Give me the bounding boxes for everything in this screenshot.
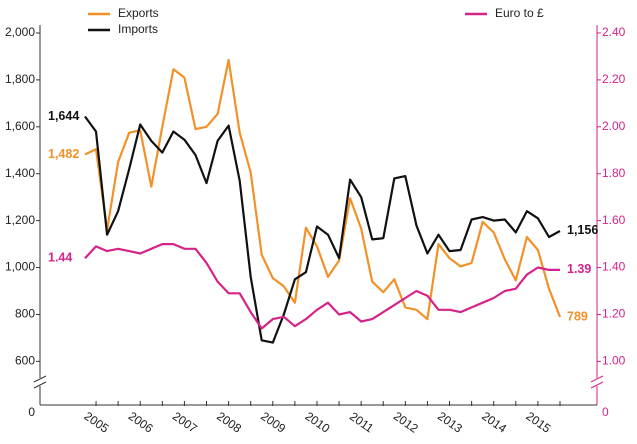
y2-tick-label: 2.00 [602, 119, 626, 133]
line-series [84, 243, 560, 330]
x-tick-label: 2015 [523, 409, 553, 436]
legend-label: Imports [118, 22, 158, 36]
data-label: 1.39 [567, 262, 591, 276]
y-tick-label: 1,000 [5, 260, 35, 274]
x-tick-label: 2012 [391, 409, 421, 436]
axis-break [33, 375, 47, 389]
data-label: 1.44 [48, 250, 72, 264]
y2-tick-label: 2.40 [602, 25, 626, 39]
y-tick-label: 600 [15, 354, 35, 368]
data-label: 1,482 [48, 147, 79, 161]
y2-tick-label: 1.60 [602, 213, 626, 227]
x-tick-label: 2014 [479, 409, 509, 436]
line-series [84, 58, 562, 321]
x-tick-label: 2013 [435, 409, 465, 436]
y-tick-label: 1,600 [5, 119, 35, 133]
y-tick-label: 800 [15, 307, 35, 321]
x-tick-label: 2009 [258, 409, 288, 436]
data-label: 1,644 [48, 109, 79, 123]
y-tick-label: 1,800 [5, 72, 35, 86]
line-series [84, 115, 561, 344]
legend-label: Exports [118, 6, 159, 20]
data-label: 789 [567, 309, 588, 323]
x-tick-label: 2006 [126, 409, 156, 436]
x-tick-label: 2011 [347, 409, 376, 435]
data-label: 1,156 [567, 223, 598, 237]
y-tick-label: 1,200 [5, 213, 35, 227]
y2-tick-label: 1.00 [602, 354, 626, 368]
axis-break-gap [591, 378, 603, 386]
y2-tick-label: 1.20 [602, 307, 626, 321]
y-floor-label: 0 [28, 405, 35, 419]
x-tick-label: 2010 [302, 409, 332, 436]
y2-floor-label: 0 [602, 405, 609, 419]
axis-break-gap [34, 378, 46, 386]
x-tick-label: 2007 [170, 409, 200, 436]
x-tick-label: 2008 [214, 409, 244, 436]
y2-tick-label: 2.20 [602, 72, 626, 86]
legend-label: Euro to £ [495, 6, 544, 20]
axis-break [590, 375, 604, 389]
y2-tick-label: 1.40 [602, 260, 626, 274]
y2-tick-label: 1.80 [602, 166, 626, 180]
y-tick-label: 2,000 [5, 25, 35, 39]
x-tick-label: 2005 [82, 409, 112, 436]
y-tick-label: 1,400 [5, 166, 35, 180]
